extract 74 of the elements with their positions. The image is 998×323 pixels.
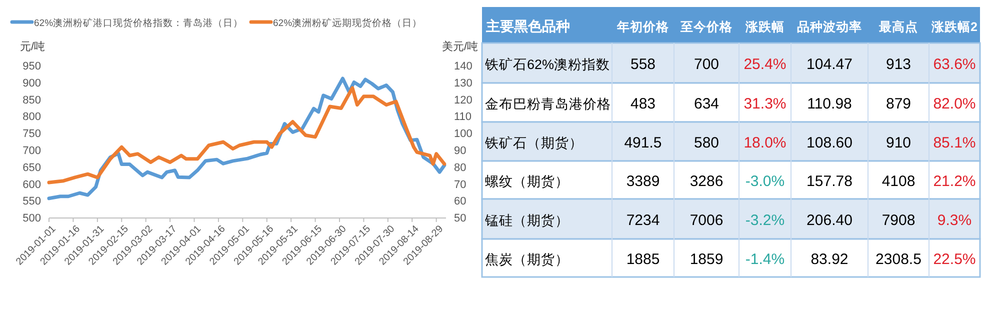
text: 3286 — [690, 173, 724, 190]
text: 9.3% — [937, 212, 972, 229]
category-label: 主要黑色品种 — [485, 18, 570, 34]
text: -1.4% — [745, 251, 785, 268]
text: 21.2% — [933, 173, 976, 190]
y2-tick-label: 140 — [454, 60, 472, 73]
y-tick-label: 900 — [22, 77, 41, 90]
text: 31.3% — [744, 96, 786, 112]
y-tick-label: 750 — [22, 128, 41, 140]
category-label: 铁矿石（期货） — [485, 136, 583, 150]
category-label: 至今价格 — [680, 20, 734, 34]
legend-label: 62%澳洲粉矿港口现货价格指数：青岛港（日） — [34, 17, 244, 29]
text: 558 — [630, 56, 656, 73]
y-axis-title: 元/吨 — [20, 40, 46, 53]
y2-tick-label: 80 — [454, 162, 466, 174]
text: -3.0% — [745, 173, 785, 190]
y2-tick-label: 100 — [454, 128, 472, 140]
category-label: 品种波动率 — [797, 19, 862, 34]
y-tick-label: 550 — [22, 196, 41, 208]
text: 483 — [630, 96, 656, 112]
text: 206.40 — [806, 212, 852, 229]
text: 63.6% — [933, 56, 976, 73]
text: 104.47 — [806, 56, 852, 73]
y2-tick-label: 50 — [454, 212, 466, 225]
text: 7006 — [690, 212, 724, 229]
category-label: 涨跌幅2 — [930, 20, 978, 34]
text: 1885 — [626, 251, 660, 268]
y-tick-label: 500 — [22, 212, 41, 225]
text: 22.5% — [933, 251, 976, 268]
text: 110.98 — [807, 96, 852, 112]
category-label: 年初价格 — [616, 19, 670, 34]
text: 85.1% — [933, 134, 976, 152]
text: 4108 — [882, 173, 916, 190]
text: 913 — [886, 56, 912, 73]
text: 108.60 — [806, 134, 852, 152]
text: 634 — [694, 96, 720, 112]
text: 3389 — [626, 173, 660, 190]
y2-tick-label: 120 — [454, 94, 472, 106]
text: 18.0% — [744, 134, 786, 152]
y2-tick-label: 70 — [454, 178, 466, 191]
category-label: 涨跌幅 — [744, 20, 784, 34]
y2-tick-label: 130 — [454, 77, 472, 90]
category-label: 焦炭（期货） — [485, 252, 569, 267]
text: 879 — [886, 96, 912, 112]
text: 7908 — [882, 212, 916, 229]
y2-axis-title: 美元/吨 — [442, 40, 478, 53]
y-tick-label: 650 — [22, 162, 41, 174]
y-tick-label: 950 — [22, 60, 41, 73]
text: 2308.5 — [876, 251, 922, 268]
legend-label: 62%澳洲粉矿远期现货价格（日） — [273, 17, 422, 29]
category-label: 铁矿石62%澳粉指数 — [485, 57, 610, 72]
text: -3.2% — [745, 212, 785, 229]
text: 157.78 — [806, 173, 852, 190]
text: 25.4% — [744, 56, 786, 73]
y-tick-label: 600 — [22, 178, 41, 191]
text: 580 — [694, 134, 720, 152]
category-label: 螺纹（期货） — [485, 174, 569, 189]
category-label: 锰硅（期货） — [485, 213, 569, 228]
text: 700 — [694, 56, 720, 73]
text: 1859 — [690, 251, 724, 268]
text: 491.5 — [624, 134, 662, 152]
y-tick-label: 800 — [22, 111, 41, 124]
category-label: 最高点 — [878, 19, 918, 34]
y-tick-label: 850 — [22, 94, 41, 106]
text: 82.0% — [933, 96, 976, 112]
text: 7234 — [626, 212, 660, 229]
line-series — [47, 86, 446, 184]
category-label: 金布巴粉青岛港价格 — [485, 96, 611, 112]
y2-tick-label: 90 — [454, 144, 466, 157]
text: 83.92 — [810, 251, 848, 268]
y2-tick-label: 60 — [454, 196, 466, 208]
y2-tick-label: 110 — [454, 111, 472, 124]
y-tick-label: 700 — [22, 144, 41, 157]
text: 910 — [886, 134, 912, 152]
